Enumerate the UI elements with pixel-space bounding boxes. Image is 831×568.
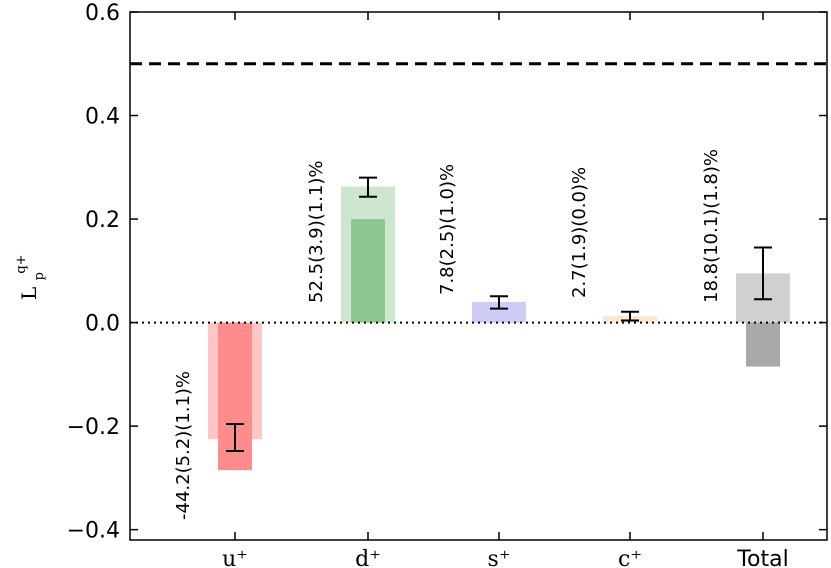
bar-annotation-0: -44.2(5.2)(1.1)% [173, 371, 194, 520]
y-tick-label-5: 0.6 [85, 1, 120, 26]
plot-frame [129, 11, 828, 541]
reference-lines-layer [130, 62, 827, 324]
y-axis-label-sub: p [32, 272, 47, 280]
x-category-label-1: d⁺ [355, 547, 381, 568]
y-tick-label-3: 0.2 [85, 208, 120, 233]
bar-annotations-layer: -44.2(5.2)(1.1)% 52.5(3.9)(1.1)% 7.8(2.5)(… [173, 149, 722, 520]
axes-layer: −0.4 −0.2 0.0 0.2 0.4 0.6 u⁺ d⁺ s⁺ c⁺ Total [67, 1, 828, 568]
bar-annotation-4: 18.8(10.1)(1.8)% [701, 149, 722, 303]
y-tick-label-0: −0.4 [67, 519, 120, 544]
x-category-label-4: Total [736, 547, 788, 568]
bar-dark-1 [351, 219, 385, 323]
x-category-label-2: s⁺ [488, 547, 511, 568]
x-category-label-3: c⁺ [618, 547, 642, 568]
y-tick-label-2: 0.0 [85, 312, 120, 337]
y-tick-label-1: −0.2 [67, 415, 120, 440]
y-axis-label-base: L [17, 287, 41, 300]
bar-annotation-3: 2.7(1.9)(0.0)% [569, 167, 590, 298]
bar-annotation-1: 52.5(3.9)(1.1)% [306, 160, 327, 303]
x-category-label-0: u⁺ [222, 547, 248, 568]
errorbars-layer [226, 176, 772, 452]
bar-dark-4 [746, 322, 780, 367]
bar-annotation-2: 7.8(2.5)(1.0)% [437, 164, 458, 295]
y-axis-label: L p q+ [14, 254, 48, 300]
bar-light-2 [472, 301, 526, 323]
y-axis-label-sup: q+ [14, 254, 29, 273]
bars-dark-layer [218, 219, 780, 471]
y-tick-label-4: 0.4 [85, 105, 120, 130]
